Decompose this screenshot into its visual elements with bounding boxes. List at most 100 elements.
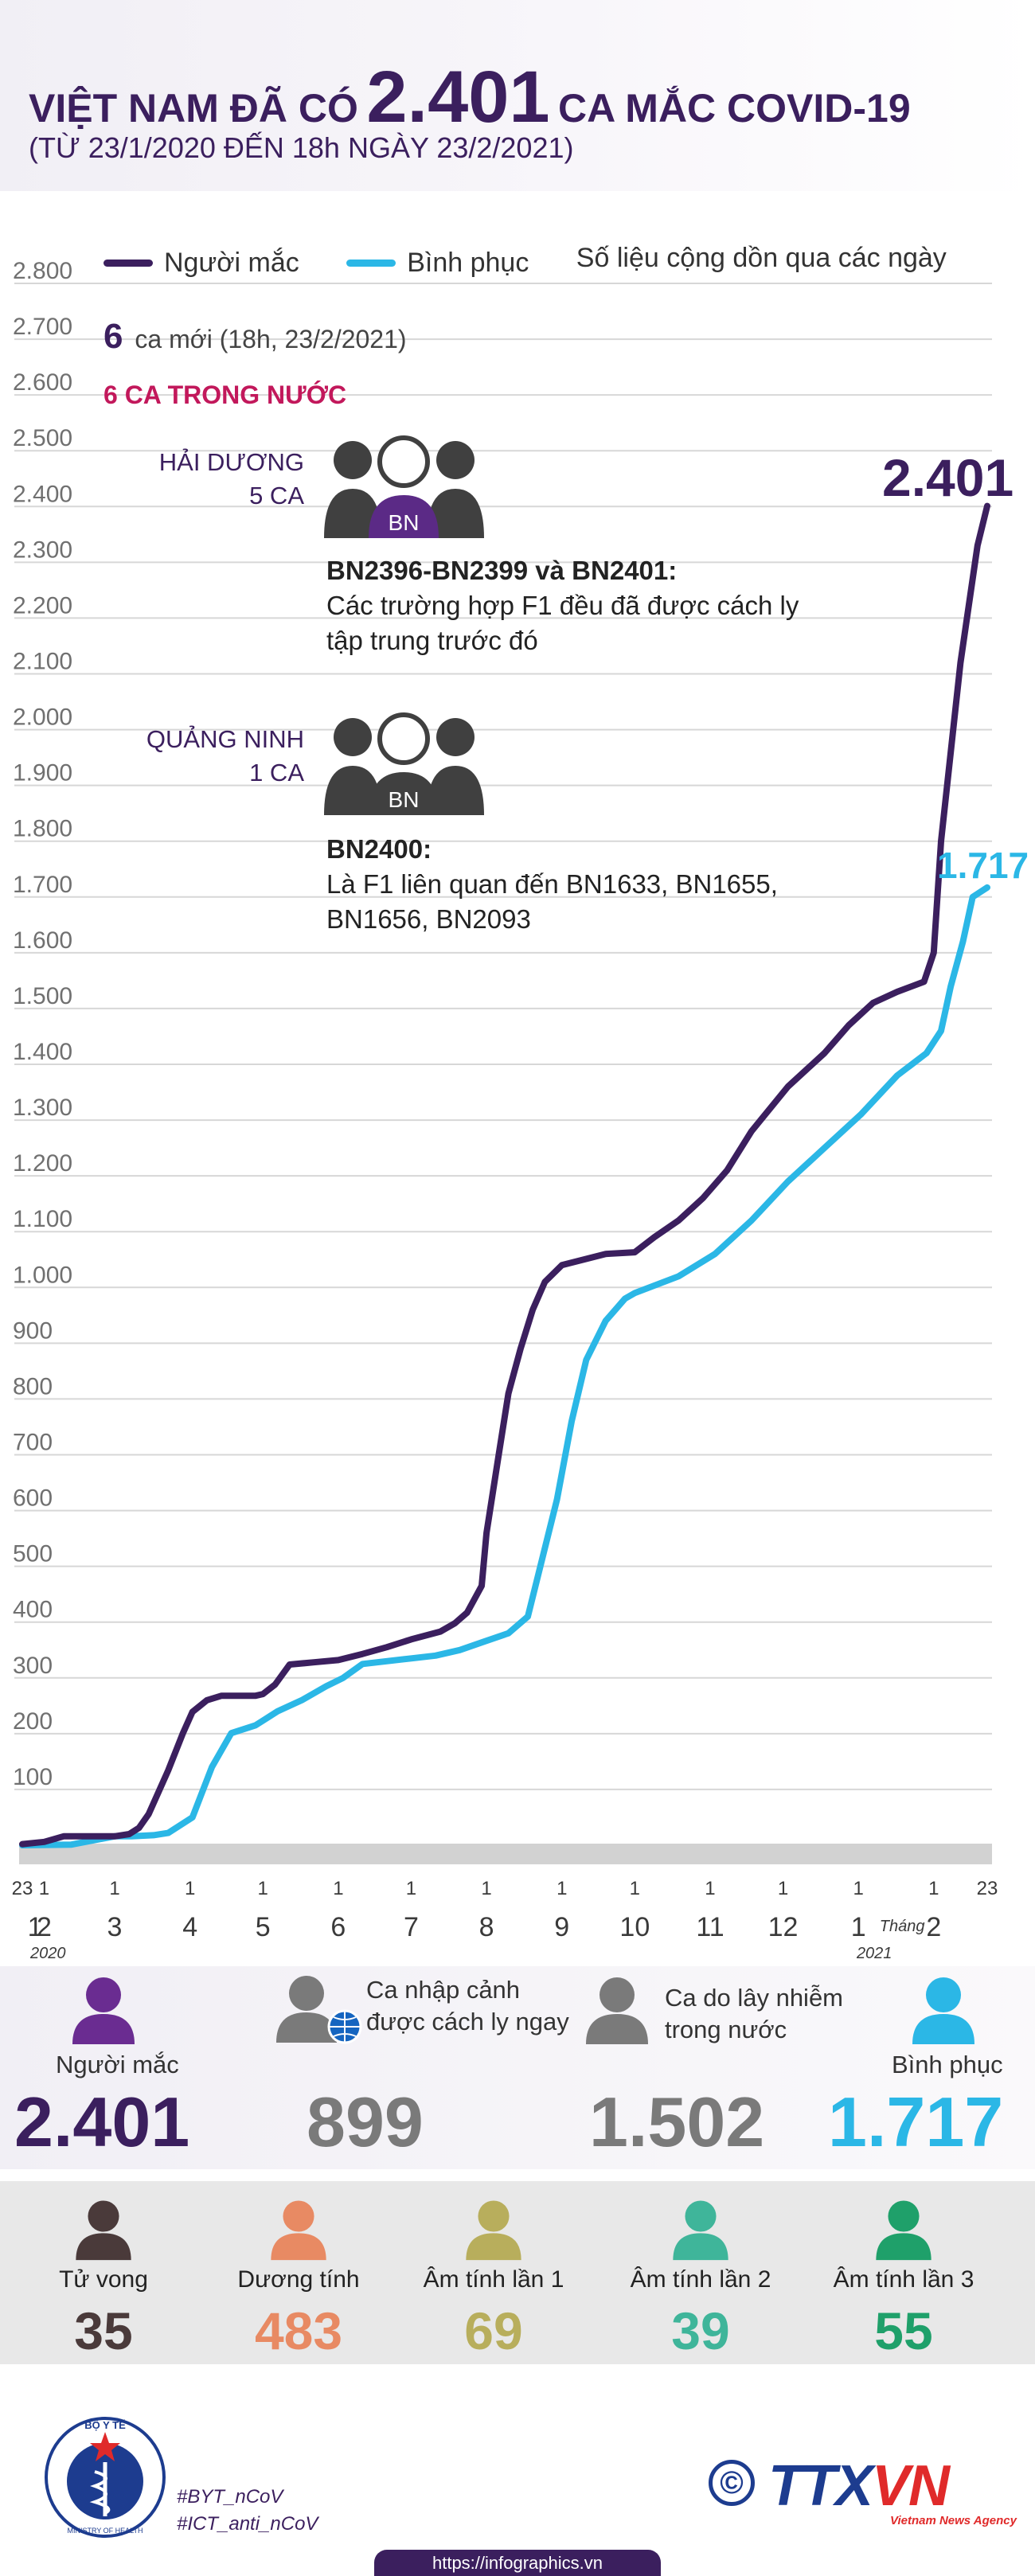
ttxvn-logo-part1: TTX	[768, 2454, 873, 2518]
x-tick-month: 1	[28, 1912, 43, 1942]
x-tick-day: 23	[977, 1878, 998, 1899]
y-tick-label: 2.400	[13, 481, 72, 507]
stat-imported-label-line1: Ca nhập cảnh	[366, 1976, 521, 2004]
y-tick-label: 700	[13, 1430, 53, 1456]
person-globe-icon	[276, 1976, 362, 2044]
hashtag-ict: #ICT_anti_nCoV	[177, 2513, 318, 2535]
province-count: 1 CA	[249, 759, 304, 786]
y-tick-label: 400	[13, 1597, 53, 1623]
x-tick-day: 23	[12, 1878, 33, 1899]
outcome-value: 39	[671, 2301, 730, 2360]
x-tick-day: 1	[705, 1878, 715, 1899]
outcome-card: Tử vong 35	[4, 2181, 203, 2364]
x-tick-month: 1	[851, 1912, 866, 1942]
hd-case-ids: BN2396-BN2399 và BN2401:	[326, 556, 678, 585]
footer: BỘ Y TẾ MINISTRY OF HEALTH #BYT_nCoV #IC…	[0, 2380, 1035, 2576]
stat-domestic-value: 1.502	[589, 2082, 765, 2161]
person-icon	[466, 2200, 521, 2261]
x-tick-day: 1	[557, 1878, 567, 1899]
y-tick-label: 1.400	[13, 1039, 72, 1065]
y-tick-label: 500	[13, 1541, 53, 1567]
x-month-word: Tháng	[880, 1918, 925, 1935]
y-tick-label: 2.500	[13, 425, 72, 451]
y-tick-label: 1.200	[13, 1150, 72, 1177]
series-end-label-cases: 2.401	[882, 448, 1014, 507]
stat-imported-label-line2: được cách ly ngay	[366, 2008, 569, 2035]
y-tick-label: 800	[13, 1373, 53, 1399]
person-icon	[876, 2200, 931, 2261]
stat-domestic-label-line1: Ca do lây nhiễm	[665, 1984, 844, 2012]
x-tick-day: 1	[39, 1878, 49, 1899]
summary-stats: Người mắc 2.401 Ca nhập cảnh được cách l…	[0, 1966, 1035, 2169]
y-tick-label: 2.300	[13, 537, 72, 563]
stat-imported-label: Ca nhập cảnh được cách ly ngay	[366, 1974, 569, 2038]
hd-desc-line2: tập trung trước đó	[326, 626, 538, 655]
stat-domestic-label-line2: trong nước	[665, 2016, 787, 2043]
new-cases-note: 6 ca mới (18h, 23/2/2021)	[104, 317, 407, 357]
x-tick-month: 2	[37, 1912, 52, 1942]
qn-case-ids: BN2400:	[326, 834, 432, 864]
outcome-card: Dương tính 483	[199, 2181, 398, 2364]
outcome-label: Âm tính lần 2	[630, 2266, 771, 2293]
stat-cases-value: 2.401	[14, 2082, 190, 2161]
ministry-of-health-logo: BỘ Y TẾ MINISTRY OF HEALTH	[45, 2417, 166, 2538]
qn-desc-line1: Là F1 liên quan đến BN1633, BN1655,	[326, 869, 778, 899]
x-tick-day: 1	[109, 1878, 119, 1899]
page-subtitle: (TỪ 23/1/2020 ĐẾN 18h NGÀY 23/2/2021)	[29, 131, 574, 164]
agency-name: Vietnam News Agency	[890, 2514, 1017, 2527]
x-tick-month: 7	[404, 1912, 419, 1942]
patient-group-icon: BN	[324, 435, 484, 538]
stat-recovered-value: 1.717	[828, 2082, 1004, 2161]
x-tick-day: 1	[630, 1878, 640, 1899]
province-name: HẢI DƯƠNG	[158, 448, 304, 476]
outcome-value: 35	[74, 2301, 133, 2360]
x-tick-day: 1	[406, 1878, 416, 1899]
patient-outcomes: Tử vong 35 Dương tính 483 Âm tính lần 1 69 Âm …	[0, 2181, 1035, 2364]
qn-desc-line2: BN1656, BN2093	[326, 904, 531, 934]
y-tick-label: 100	[13, 1764, 53, 1790]
person-icon	[76, 2200, 131, 2261]
stat-domestic-label: Ca do lây nhiễm trong nước	[665, 1982, 843, 2046]
province-name: QUẢNG NINH	[146, 725, 304, 753]
person-icon	[673, 2200, 728, 2261]
x-tick-month: 3	[107, 1912, 123, 1942]
outcome-label: Âm tính lần 3	[833, 2266, 974, 2293]
outcome-card: Âm tính lần 2 39	[601, 2181, 800, 2364]
x-tick-month: 2	[926, 1912, 941, 1942]
copyright-icon: ©	[709, 2460, 755, 2506]
x-tick-day: 1	[185, 1878, 195, 1899]
outcome-value: 483	[254, 2301, 343, 2360]
logo-text: BỘ Y TẾ	[84, 2419, 126, 2431]
y-tick-label: 2.800	[13, 258, 72, 284]
y-tick-label: 1.600	[13, 927, 72, 954]
y-tick-label: 2.100	[13, 649, 72, 675]
cumulative-line-chart: 100 200 300 400 500 600 700 800 900 1.000 1.100 1.2…	[12, 258, 998, 1958]
y-tick-label: 1.000	[13, 1262, 72, 1288]
x-tick-month: 12	[768, 1912, 799, 1942]
title-prefix: VIỆT NAM ĐÃ CÓ	[29, 86, 358, 131]
x-tick-year: 2021	[856, 1945, 892, 1958]
legend-swatch-recovered	[346, 260, 396, 267]
x-axis-band	[19, 1844, 992, 1864]
x-tick-day: 1	[258, 1878, 268, 1899]
x-tick-day: 1	[333, 1878, 343, 1899]
bn-badge: BN	[389, 510, 420, 535]
y-tick-label: 1.300	[13, 1095, 72, 1121]
y-tick-label: 900	[13, 1317, 53, 1344]
y-tick-label: 2.200	[13, 592, 72, 619]
outcome-label: Tử vong	[59, 2266, 148, 2293]
stat-recovered-label: Bình phục	[892, 2051, 1003, 2078]
new-cases-text: ca mới (18h, 23/2/2021)	[135, 325, 407, 353]
legend-swatch-cases	[104, 260, 153, 267]
x-tick-day: 1	[778, 1878, 788, 1899]
y-tick-label: 1.500	[13, 983, 72, 1009]
y-tick-label: 600	[13, 1485, 53, 1512]
source-url[interactable]: https://infographics.vn	[374, 2550, 661, 2576]
hashtags: #BYT_nCoV #ICT_anti_nCoV	[177, 2484, 318, 2538]
legend-label-recovered: Bình phục	[407, 248, 529, 278]
stat-imported-value: 899	[307, 2082, 424, 2161]
y-tick-label: 300	[13, 1653, 53, 1679]
outcome-card: Âm tính lần 3 55	[804, 2181, 1003, 2364]
province-quang-ninh: QUẢNG NINH 1 CA	[146, 723, 304, 790]
x-tick-month: 4	[182, 1912, 197, 1942]
